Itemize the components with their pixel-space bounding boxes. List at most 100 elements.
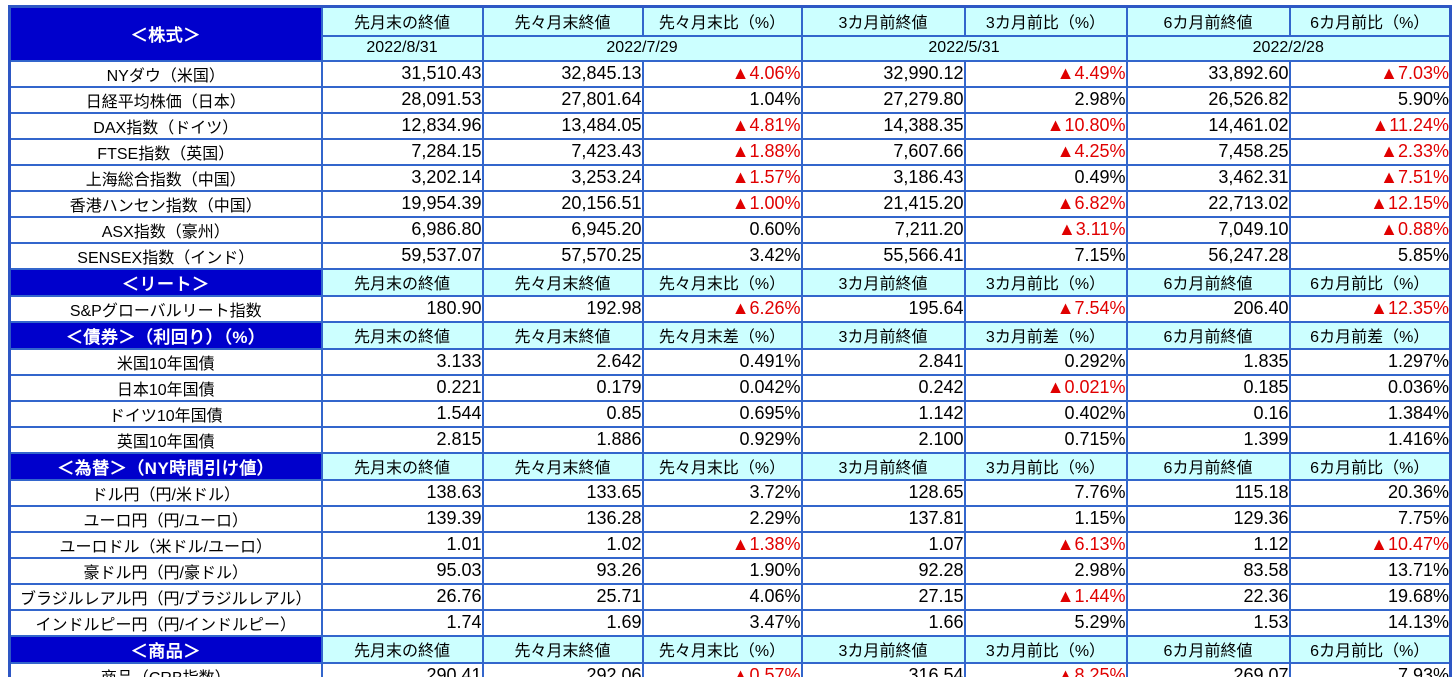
value-cell: 129.36 (1125, 504, 1291, 533)
value-cell: 269.07 (1125, 661, 1291, 677)
value-cell: 6,986.80 (320, 215, 484, 244)
col-header-commodities-1: 先々月末終値 (481, 634, 644, 664)
value-cell: 316.54 (800, 661, 966, 677)
row-label: SENSEX指数（インド） (8, 241, 323, 270)
header-row-bonds: ＜債券＞（利回り）（%） 先月末の終値 先々月末終値 先々月末差（%） 3カ月前終値 3カ… (8, 320, 1452, 350)
value-cell-negative: ▲2.33% (1288, 137, 1452, 166)
value-cell: 3,202.14 (320, 163, 484, 192)
value-cell: 7,049.10 (1125, 215, 1291, 244)
col-header-reit-3: 3カ月前終値 (800, 267, 966, 297)
section-title-stocks: ＜株式＞ (8, 5, 323, 62)
value-cell: 1.15% (963, 504, 1128, 533)
value-cell: 0.242 (800, 373, 966, 402)
value-cell: 14,461.02 (1125, 111, 1291, 140)
value-cell-negative: ▲7.51% (1288, 163, 1452, 192)
value-cell: 25.71 (481, 582, 644, 611)
value-cell: 13.71% (1288, 556, 1452, 585)
col-header-reit-0: 先月末の終値 (320, 267, 484, 297)
col-header-forex-3: 3カ月前終値 (800, 451, 966, 481)
value-cell: 32,990.12 (800, 59, 966, 88)
value-cell: 0.85 (481, 399, 644, 428)
value-cell: 6,945.20 (481, 215, 644, 244)
col-header-forex-4: 3カ月前比（%） (963, 451, 1128, 481)
row-label: ユーロ円（円/ユーロ） (8, 504, 323, 533)
row-label: 商品（CRB指数） (8, 661, 323, 677)
value-cell: 13,484.05 (481, 111, 644, 140)
value-cell: 1.416% (1288, 425, 1452, 454)
col-header-commodities-5: 6カ月前終値 (1125, 634, 1291, 664)
value-cell: 20.36% (1288, 478, 1452, 507)
value-cell: 139.39 (320, 504, 484, 533)
row-label: 豪ドル円（円/豪ドル） (8, 556, 323, 585)
row-label: 日本10年国債 (8, 373, 323, 402)
value-cell: 3.72% (641, 478, 803, 507)
value-cell: 1.07 (800, 530, 966, 559)
value-cell: 33,892.60 (1125, 59, 1291, 88)
data-row-stocks-3: FTSE指数（英国） 7,284.15 7,423.43 ▲1.88% 7,607.66… (8, 137, 1452, 166)
data-row-commodities-0: 商品（CRB指数）290.41292.06▲0.57%316.54▲8.25%2… (8, 661, 1452, 677)
data-row-stocks-6: ASX指数（豪州） 6,986.80 6,945.20 0.60% 7,211.20 ▲3… (8, 215, 1452, 244)
data-row-forex-4: ブラジルレアル円（円/ブラジルレアル） 26.76 25.71 4.06% 27.15 ▲… (8, 582, 1452, 611)
value-cell: 55,566.41 (800, 241, 966, 270)
value-cell: 7,458.25 (1125, 137, 1291, 166)
value-cell: 2.815 (320, 425, 484, 454)
value-cell: 2.98% (963, 556, 1128, 585)
col-header-stocks-3: 3カ月前終値 (800, 5, 966, 37)
value-cell: 0.042% (641, 373, 803, 402)
col-header-bonds-5: 6カ月前終値 (1125, 320, 1291, 350)
row-label: インドルピー円（円/インドルピー） (8, 608, 323, 637)
col-header-stocks-5: 6カ月前終値 (1125, 5, 1291, 37)
col-header-stocks-4: 3カ月前比（%） (963, 5, 1128, 37)
col-header-stocks-6: 6カ月前比（%） (1288, 5, 1452, 37)
value-cell: 31,510.43 (320, 59, 484, 88)
value-cell: 5.85% (1288, 241, 1452, 270)
value-cell: 27,801.64 (481, 85, 644, 114)
col-header-bonds-4: 3カ月前差（%） (963, 320, 1128, 350)
col-header-commodities-6: 6カ月前比（%） (1288, 634, 1452, 664)
value-cell-negative: ▲1.38% (641, 530, 803, 559)
row-label: S&Pグローバルリート指数 (8, 294, 323, 323)
value-cell-negative: ▲10.47% (1288, 530, 1452, 559)
data-row-forex-5: インドルピー円（円/インドルピー） 1.74 1.69 3.47% 1.66 5.29% 1… (8, 608, 1452, 637)
value-cell: 0.695% (641, 399, 803, 428)
col-header-commodities-2: 先々月末比（%） (641, 634, 803, 664)
col-header-forex-1: 先々月末終値 (481, 451, 644, 481)
value-cell: 27.15 (800, 582, 966, 611)
value-cell: 136.28 (481, 504, 644, 533)
col-header-bonds-0: 先月末の終値 (320, 320, 484, 350)
col-header-reit-5: 6カ月前終値 (1125, 267, 1291, 297)
value-cell: 7.93% (1288, 661, 1452, 677)
value-cell: 7.76% (963, 478, 1128, 507)
value-cell: 3.47% (641, 608, 803, 637)
value-cell: 292.06 (481, 661, 644, 677)
value-cell: 4.06% (641, 582, 803, 611)
col-header-reit-1: 先々月末終値 (481, 267, 644, 297)
section-title-reit: ＜リート＞ (8, 267, 323, 297)
value-cell-negative: ▲12.15% (1288, 189, 1452, 218)
value-cell: 2.98% (963, 85, 1128, 114)
section-title-forex: ＜為替＞（NY時間引け値） (8, 451, 323, 481)
row-label: FTSE指数（英国） (8, 137, 323, 166)
data-row-bonds-3: 英国10年国債 2.815 1.886 0.929% 2.100 0.715% 1.399 1… (8, 425, 1452, 454)
value-cell: 19,954.39 (320, 189, 484, 218)
value-cell: 1.02 (481, 530, 644, 559)
date-header-three-months: 2022/5/31 (800, 34, 1128, 62)
value-cell: 1.886 (481, 425, 644, 454)
value-cell: 32,845.13 (481, 59, 644, 88)
value-cell: 0.16 (1125, 399, 1291, 428)
col-header-commodities-3: 3カ月前終値 (800, 634, 966, 664)
value-cell: 26,526.82 (1125, 85, 1291, 114)
row-label: 英国10年国債 (8, 425, 323, 454)
header-row-commodities: ＜商品＞ 先月末の終値 先々月末終値 先々月末比（%） 3カ月前終値 3カ月前比（%） 6カ… (8, 634, 1452, 664)
value-cell: 7,211.20 (800, 215, 966, 244)
value-cell: 0.60% (641, 215, 803, 244)
header-row-stocks: ＜株式＞ 先月末の終値 先々月末終値 先々月末比（%） 3カ月前終値 3カ月前比（%） 6カ… (8, 5, 1452, 62)
value-cell: 0.179 (481, 373, 644, 402)
value-cell: 5.90% (1288, 85, 1452, 114)
data-row-bonds-0: 米国10年国債 3.133 2.642 0.491% 2.841 0.292% 1.835 1… (8, 347, 1452, 376)
value-cell-negative: ▲6.13% (963, 530, 1128, 559)
value-cell: 93.26 (481, 556, 644, 585)
col-header-forex-6: 6カ月前比（%） (1288, 451, 1452, 481)
value-cell: 1.69 (481, 608, 644, 637)
